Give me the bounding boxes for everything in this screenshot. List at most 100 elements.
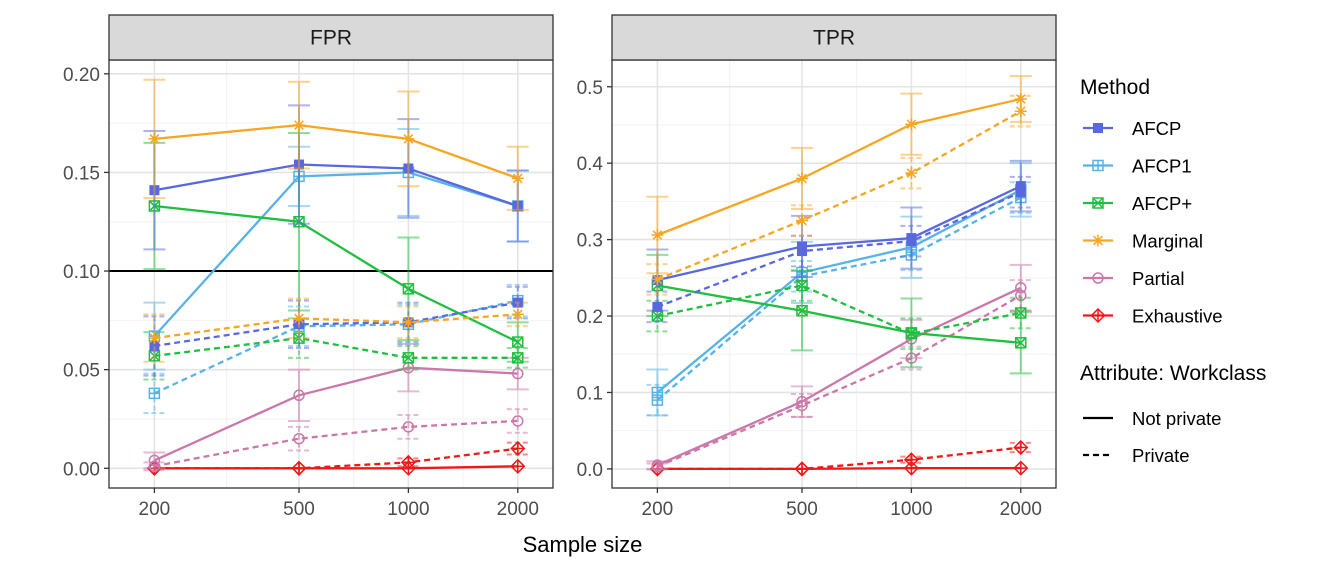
data-point <box>796 399 808 412</box>
series-line <box>154 447 518 470</box>
error-bar <box>506 408 529 434</box>
data-point <box>796 214 809 227</box>
data-point <box>402 352 415 364</box>
error-bar <box>1009 94 1032 128</box>
y-tick-label: 0.1 <box>577 383 603 404</box>
error-bar <box>143 461 166 472</box>
strip-title: TPR <box>813 27 855 50</box>
legend-item-afcp: AFCP <box>1083 118 1181 139</box>
panel-tpr: TPR 0.0 0.1 0.2 0.3 0.4 0.5 200 500 1000 2000 <box>577 14 1057 520</box>
series-line <box>656 188 1022 394</box>
data-point <box>905 118 918 131</box>
marker-plus <box>511 442 525 456</box>
marker-diamond <box>903 460 919 476</box>
series-line <box>154 419 518 468</box>
x-tick-label: 200 <box>642 499 674 520</box>
data-point <box>903 452 919 468</box>
legend-key-marker <box>1090 307 1106 324</box>
marker-square <box>1092 197 1104 209</box>
legend-title-method: Method <box>1080 76 1150 99</box>
data-point <box>511 172 524 185</box>
legend-label: Exhaustive <box>1132 306 1223 327</box>
series-marginal-not-private <box>143 78 529 211</box>
marker-x <box>402 283 414 295</box>
marker-plus <box>1091 309 1105 322</box>
error-bar <box>288 425 311 452</box>
strip-title: FPR <box>310 27 352 50</box>
legend: Method AFCP AFCP1 AFCP+ Marginal Partial Exhau… <box>1080 76 1266 466</box>
marker-plus <box>795 462 809 476</box>
legend-item-private: Private <box>1083 445 1190 466</box>
error-bar <box>900 156 923 190</box>
legend-item-marginal: Marginal <box>1083 231 1203 252</box>
data-point <box>291 460 307 476</box>
x-tick-label: 1000 <box>890 499 932 520</box>
y-tick-label: 0.0 <box>577 460 603 481</box>
error-bar <box>646 263 669 296</box>
y-tick-label: 0.5 <box>577 78 603 99</box>
data-point <box>293 119 306 132</box>
panel-fpr: FPR 0.00 0.05 0.10 0.15 0.20 200 500 1000 2000 <box>63 14 554 520</box>
series-line <box>154 163 519 208</box>
series-line <box>656 97 1022 237</box>
data-point <box>1015 337 1027 349</box>
strip-background <box>611 14 1057 61</box>
data-point <box>651 394 664 406</box>
data-point <box>148 460 161 473</box>
marker-x <box>905 328 917 340</box>
data-point <box>797 246 808 257</box>
data-point <box>293 389 305 402</box>
y-axis: 0.0 0.1 0.2 0.3 0.4 0.5 <box>577 78 612 481</box>
data-point <box>1014 105 1027 118</box>
y-tick-label: 0.05 <box>63 361 100 382</box>
marker-plus <box>1014 440 1028 454</box>
series-line <box>656 110 1022 281</box>
y-tick-label: 0.4 <box>577 154 604 175</box>
data-point <box>149 340 160 351</box>
error-bar <box>143 313 166 363</box>
error-bar <box>900 317 923 350</box>
marker-x <box>1092 197 1104 209</box>
legend-item-afcp1: AFCP1 <box>1083 156 1192 177</box>
data-point <box>402 421 415 433</box>
data-point <box>512 415 524 427</box>
data-point <box>402 132 415 145</box>
strip-background <box>108 14 554 61</box>
data-point <box>1015 307 1027 319</box>
legend-item-not-private: Not private <box>1083 408 1221 429</box>
marker-square <box>796 304 808 317</box>
data-point <box>512 352 524 364</box>
error-bar <box>646 383 669 417</box>
error-bar <box>791 392 814 418</box>
marker-x <box>402 352 414 364</box>
y-axis: 0.00 0.05 0.10 0.15 0.20 <box>63 65 109 480</box>
marker-square <box>796 279 808 292</box>
marker-plus <box>292 461 306 475</box>
marker-square <box>1015 337 1027 349</box>
series-partial-private <box>143 408 529 473</box>
x-axis: 200 500 1000 2000 <box>642 488 1042 520</box>
marker-x <box>796 279 808 291</box>
marker-plus <box>1014 461 1028 475</box>
series-line <box>656 286 1022 467</box>
data-point <box>652 301 663 312</box>
data-point <box>400 454 416 470</box>
y-tick-label: 0.2 <box>577 307 603 328</box>
x-tick-label: 1000 <box>387 499 429 520</box>
marker-diamond <box>1013 460 1029 476</box>
data-point <box>148 387 161 400</box>
legend-item-partial: Partial <box>1083 268 1184 289</box>
marker-square <box>1015 307 1027 319</box>
data-point <box>510 440 526 457</box>
legend-label: Private <box>1132 445 1190 466</box>
data-point <box>293 312 306 325</box>
data-point <box>402 283 415 295</box>
series-line <box>154 313 518 340</box>
legend-label: Marginal <box>1132 231 1203 252</box>
legend-label: AFCP <box>1132 118 1181 139</box>
series-line <box>153 171 519 337</box>
series-line <box>153 366 518 462</box>
marker-square <box>905 327 918 340</box>
series-partial-not-private <box>143 343 529 470</box>
series-line <box>657 284 1021 344</box>
